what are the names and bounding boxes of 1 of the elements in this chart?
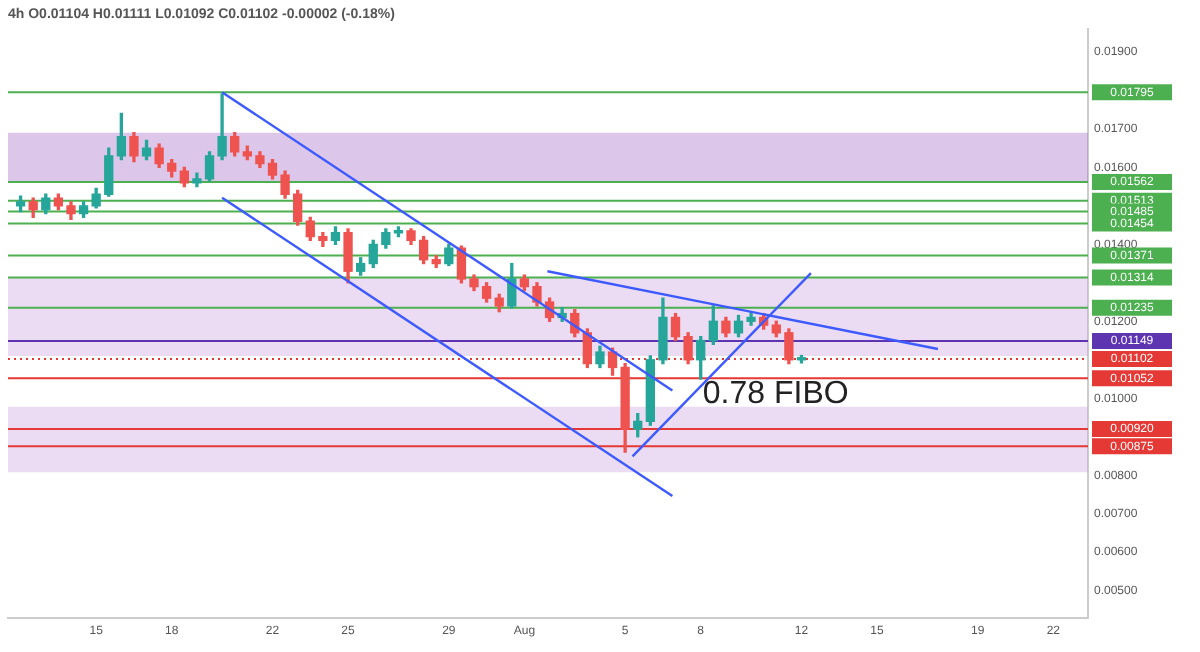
annotation: 0.78 FIBO bbox=[702, 377, 849, 412]
